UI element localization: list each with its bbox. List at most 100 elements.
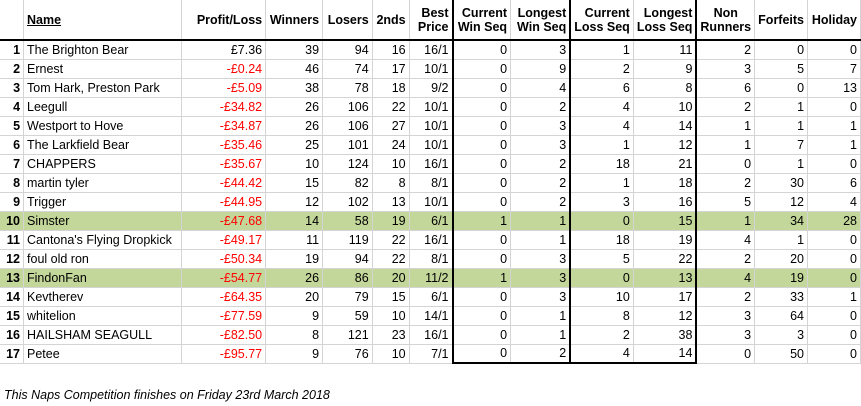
table-row: 15 whitelion -£77.59 9 59 10 14/1 0 1 8 12 3 64 0	[0, 306, 861, 326]
current-win-seq-cell: 0	[451, 59, 512, 79]
winners-cell: 15	[265, 173, 324, 193]
longest-loss-seq-cell: 15	[633, 211, 698, 231]
table-row: 16 HAILSHAM SEAGULL -£82.50 8 121 23 16/1 0 1 2 38…	[0, 325, 861, 345]
header-forfeits: Forfeits	[754, 0, 809, 41]
rank-cell: 1	[0, 40, 25, 60]
losers-cell: 86	[322, 268, 373, 288]
header-longest-loss-seq-line1: Longest	[643, 5, 693, 20]
holiday-cell: 0	[807, 268, 861, 288]
profit-loss-cell: -£34.82	[181, 97, 267, 117]
profit-loss-cell: -£5.09	[181, 78, 267, 98]
name-cell: whitelion	[23, 306, 183, 326]
rank-cell: 11	[0, 230, 25, 250]
longest-win-seq-cell: 1	[510, 230, 572, 250]
losers-cell: 124	[322, 154, 373, 174]
header-current-loss-seq-line2: Loss Seq	[574, 19, 630, 34]
longest-loss-seq-cell: 14	[633, 116, 698, 136]
winners-cell: 25	[265, 135, 324, 155]
non-runners-cell: 2	[696, 97, 756, 117]
profit-loss-cell: -£35.46	[181, 135, 267, 155]
losers-cell: 106	[322, 116, 373, 136]
holiday-cell: 1	[807, 135, 861, 155]
non-runners-cell: 3	[696, 306, 756, 326]
rank-cell: 2	[0, 59, 25, 79]
non-runners-cell: 1	[696, 116, 756, 136]
current-win-seq-cell: 0	[451, 306, 512, 326]
table-row: 14 Kevtherev -£64.35 20 79 15 6/1 0 3 10 17 2 33 1	[0, 287, 861, 307]
non-runners-cell: 1	[696, 211, 756, 231]
winners-cell: 26	[265, 268, 324, 288]
name-cell: Petee	[23, 344, 183, 364]
profit-loss-cell: -£49.17	[181, 230, 267, 250]
best-price-cell: 16/1	[409, 325, 454, 345]
name-cell: The Larkfield Bear	[23, 135, 183, 155]
longest-loss-seq-cell: 11	[633, 40, 698, 60]
seconds-cell: 10	[372, 306, 410, 326]
seconds-cell: 8	[372, 173, 410, 193]
best-price-cell: 16/1	[409, 154, 454, 174]
profit-loss-cell: -£47.68	[181, 211, 267, 231]
forfeits-cell: 33	[754, 287, 809, 307]
profit-loss-cell: -£77.59	[181, 306, 267, 326]
profit-loss-cell: -£50.34	[181, 249, 267, 269]
losers-cell: 101	[322, 135, 373, 155]
rank-cell: 10	[0, 211, 25, 231]
forfeits-cell: 30	[754, 173, 809, 193]
profit-loss-cell: -£34.87	[181, 116, 267, 136]
table-row: 12 foul old ron -£50.34 19 94 22 8/1 0 3 5 22 2 20 0	[0, 249, 861, 269]
winners-cell: 14	[265, 211, 324, 231]
current-win-seq-cell: 1	[451, 211, 512, 231]
seconds-cell: 10	[372, 154, 410, 174]
forfeits-cell: 1	[754, 97, 809, 117]
holiday-cell: 4	[807, 192, 861, 212]
header-current-win-seq-line1: Current	[461, 5, 508, 20]
current-loss-seq-cell: 1	[570, 173, 634, 193]
forfeits-cell: 0	[754, 78, 809, 98]
non-runners-cell: 5	[696, 192, 756, 212]
forfeits-cell: 1	[754, 116, 809, 136]
current-win-seq-cell: 0	[451, 116, 512, 136]
name-cell: Tom Hark, Preston Park	[23, 78, 183, 98]
holiday-cell: 0	[807, 40, 861, 60]
longest-win-seq-cell: 3	[510, 249, 572, 269]
header-longest-win-seq-line1: Longest	[517, 5, 567, 20]
winners-cell: 9	[265, 306, 324, 326]
current-win-seq-cell: 0	[451, 154, 512, 174]
table-row: 1 The Brighton Bear £7.36 39 94 16 16/1 0 3 1 11 2 0…	[0, 40, 861, 60]
table-row: 7 CHAPPERS -£35.67 10 124 10 16/1 0 2 18 21 0 1 0	[0, 154, 861, 174]
current-loss-seq-cell: 0	[570, 268, 634, 288]
losers-cell: 78	[322, 78, 373, 98]
current-loss-seq-cell: 6	[570, 78, 634, 98]
forfeits-cell: 3	[754, 325, 809, 345]
current-loss-seq-cell: 2	[570, 325, 634, 345]
best-price-cell: 9/2	[409, 78, 454, 98]
name-cell: Ernest	[23, 59, 183, 79]
header-current-win-seq-line2: Win Seq	[457, 19, 508, 34]
seconds-cell: 22	[372, 97, 410, 117]
longest-loss-seq-cell: 8	[633, 78, 698, 98]
losers-cell: 59	[322, 306, 373, 326]
profit-loss-cell: -£95.77	[181, 344, 267, 364]
name-cell: Kevtherev	[23, 287, 183, 307]
longest-win-seq-cell: 9	[510, 59, 572, 79]
non-runners-cell: 1	[696, 135, 756, 155]
longest-loss-seq-cell: 12	[633, 135, 698, 155]
rank-cell: 12	[0, 249, 25, 269]
rank-cell: 9	[0, 192, 25, 212]
rank-cell: 14	[0, 287, 25, 307]
seconds-cell: 10	[372, 344, 410, 364]
current-win-seq-cell: 0	[451, 40, 512, 60]
header-rank	[0, 0, 25, 41]
rank-cell: 16	[0, 325, 25, 345]
longest-win-seq-cell: 2	[510, 192, 572, 212]
longest-win-seq-cell: 2	[510, 154, 572, 174]
rank-cell: 6	[0, 135, 25, 155]
profit-loss-cell: -£82.50	[181, 325, 267, 345]
header-non-runners: Non Runners	[696, 0, 756, 41]
forfeits-cell: 7	[754, 135, 809, 155]
league-table: Name Profit/Loss Winners Losers 2nds Bes…	[0, 0, 861, 364]
current-win-seq-cell: 0	[451, 97, 512, 117]
header-longest-win-seq-line2: Win Seq	[517, 19, 567, 34]
header-non-runners-line1: Non	[713, 5, 738, 20]
longest-loss-seq-cell: 17	[633, 287, 698, 307]
